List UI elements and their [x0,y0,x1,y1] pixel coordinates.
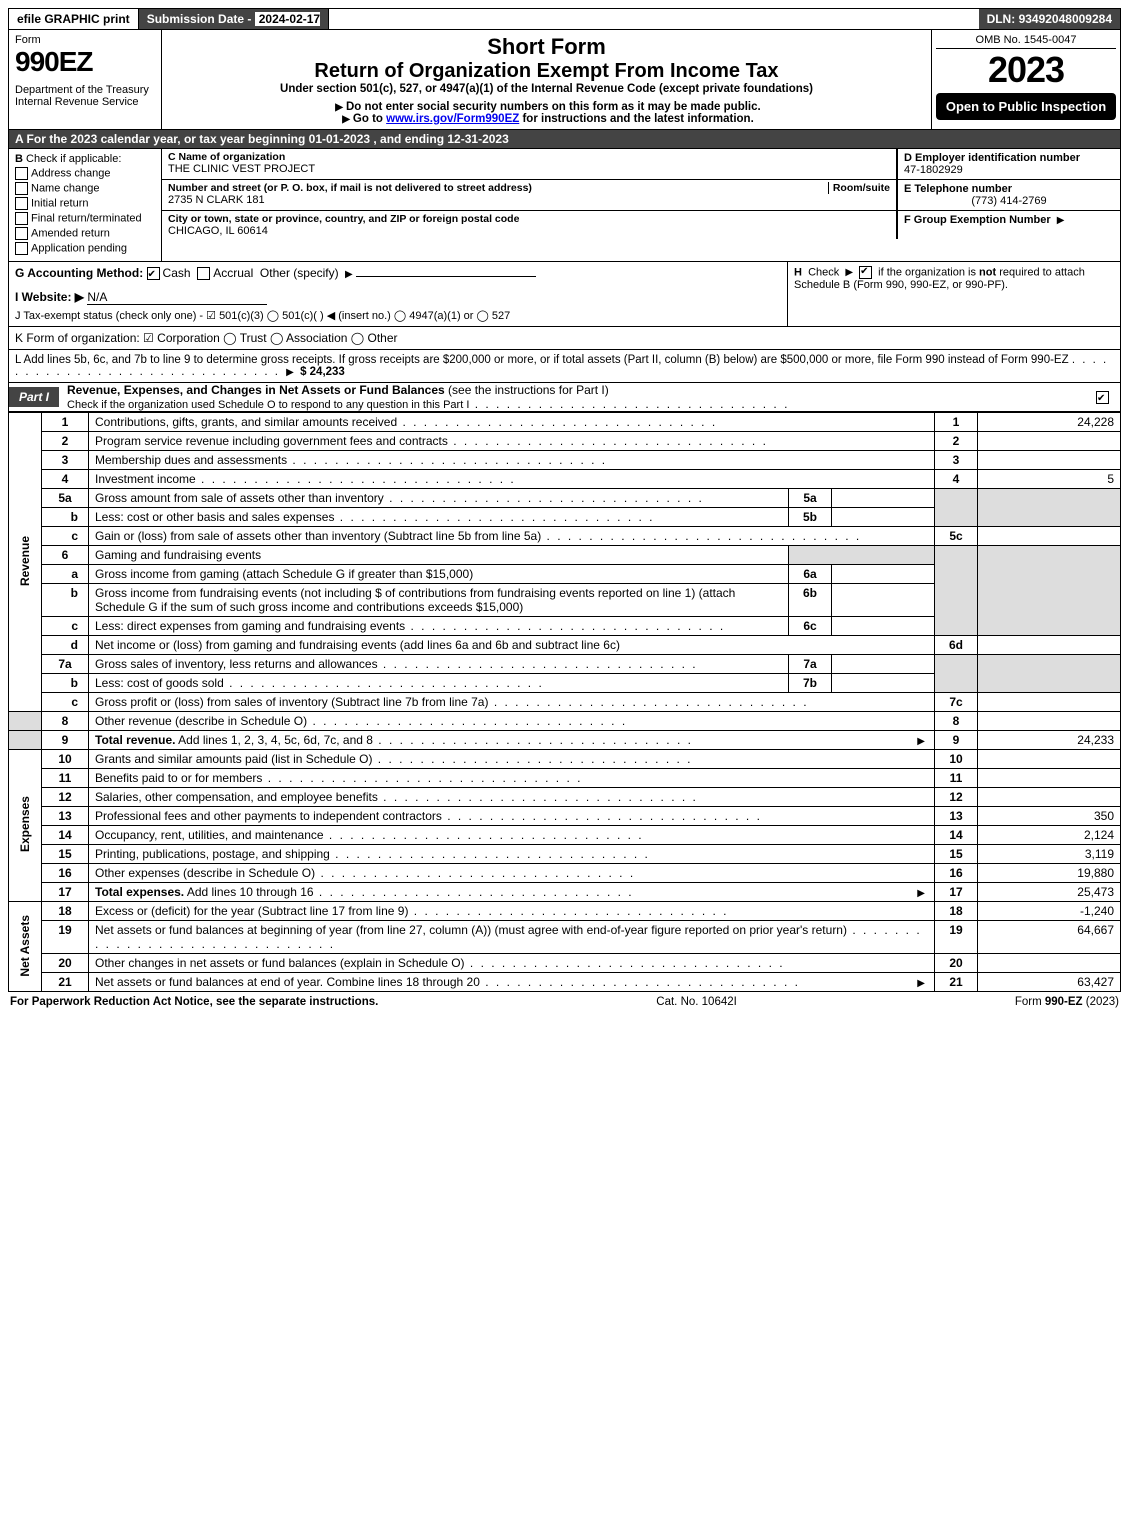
box-f: F Group Exemption Number [897,211,1120,239]
form-label: Form [15,34,155,46]
header-right: OMB No. 1545-0047 2023 Open to Public In… [931,30,1120,129]
dept-irs: Internal Revenue Service [15,96,155,108]
part-i-header: Part I Revenue, Expenses, and Changes in… [8,383,1121,412]
line-17-val: 25,473 [978,883,1121,902]
dln-value: 93492048009284 [1019,12,1112,26]
form-number: 990EZ [15,46,155,78]
part-i-title: Revenue, Expenses, and Changes in Net As… [59,383,789,411]
submission-date: 2024-02-17 [255,12,320,26]
line-1-val: 24,228 [978,413,1121,432]
row-k: K Form of organization: ☑ Corporation ◯ … [8,327,1121,350]
box-cdef: C Name of organization THE CLINIC VEST P… [162,149,1120,261]
omb-number: OMB No. 1545-0047 [936,34,1116,49]
box-e: E Telephone number (773) 414-2769 [897,180,1120,211]
check-final-return[interactable]: Final return/terminated [15,212,155,225]
line-16-val: 19,880 [978,864,1121,883]
footer-left: For Paperwork Reduction Act Notice, see … [10,996,378,1008]
page-footer: For Paperwork Reduction Act Notice, see … [8,992,1121,1012]
check-application-pending[interactable]: Application pending [15,242,155,255]
row-gh: G Accounting Method: Cash Accrual Other … [8,262,1121,327]
line-15-val: 3,119 [978,845,1121,864]
org-city: CHICAGO, IL 60614 [168,225,268,237]
header-center: Short Form Return of Organization Exempt… [162,30,931,129]
header-left: Form 990EZ Department of the Treasury In… [9,30,162,129]
part-i-check[interactable] [1096,390,1120,404]
efile-label: efile GRAPHIC print [9,9,138,29]
line-4-val: 5 [978,470,1121,489]
form-header: Form 990EZ Department of the Treasury In… [8,30,1121,130]
website-value: N/A [87,290,267,305]
org-name: THE CLINIC VEST PROJECT [168,163,315,175]
line-18-val: -1,240 [978,902,1121,921]
line-1-num: 1 [42,413,89,432]
form-subtitle: Under section 501(c), 527, or 4947(a)(1)… [168,83,925,95]
row-i-label: I Website: ▶ [15,290,84,304]
check-initial-return[interactable]: Initial return [15,197,155,210]
box-c-name: C Name of organization THE CLINIC VEST P… [162,149,897,180]
top-bar: efile GRAPHIC print Submission Date - 20… [8,8,1121,30]
open-to-public: Open to Public Inspection [936,93,1116,120]
netassets-rotated-label: Net Assets [9,902,42,992]
part-i-table: Revenue 1 Contributions, gifts, grants, … [8,412,1121,992]
dept-treasury: Department of the Treasury [15,84,155,96]
box-c-city: City or town, state or province, country… [162,211,897,239]
part-i-tab: Part I [9,387,59,407]
line-9-val: 24,233 [978,731,1121,750]
check-name-change[interactable]: Name change [15,182,155,195]
box-d: D Employer identification number 47-1802… [897,149,1120,180]
ein-value: 47-1802929 [904,164,963,176]
tax-year: 2023 [936,49,1116,91]
line-1-desc: Contributions, gifts, grants, and simila… [89,413,935,432]
expenses-rotated-label: Expenses [9,750,42,902]
box-c-address: Number and street (or P. O. box, if mail… [162,180,897,211]
check-accrual[interactable] [197,267,210,280]
box-b: B Check if applicable: Address change Na… [9,149,162,261]
short-form-label: Short Form [168,34,925,60]
line-2-num: 2 [42,432,89,451]
form-title: Return of Organization Exempt From Incom… [168,60,925,83]
line-1-ref: 1 [935,413,978,432]
check-amended-return[interactable]: Amended return [15,227,155,240]
section-a: A For the 2023 calendar year, or tax yea… [8,130,1121,149]
org-address: 2735 N CLARK 181 [168,194,265,206]
box-b-subtitle: Check if applicable: [26,153,121,165]
row-l: L Add lines 5b, 6c, and 7b to line 9 to … [8,350,1121,383]
irs-link[interactable]: www.irs.gov/Form990EZ [386,113,519,125]
gross-receipts: $ 24,233 [300,366,345,378]
box-b-label: B [15,153,23,165]
box-bcdef: B Check if applicable: Address change Na… [8,149,1121,262]
check-address-change[interactable]: Address change [15,167,155,180]
submission-label: Submission Date - [147,12,255,26]
check-cash[interactable] [147,267,160,280]
form-note2: Go to www.irs.gov/Form990EZ for instruct… [168,113,925,125]
footer-catalog: Cat. No. 10642I [378,996,1015,1008]
line-13-val: 350 [978,807,1121,826]
row-h: H Check if the organization is not requi… [787,262,1120,326]
dln-block: DLN: 93492048009284 [979,9,1120,29]
line-14-val: 2,124 [978,826,1121,845]
revenue-rotated-label: Revenue [9,413,42,712]
telephone-value: (773) 414-2769 [904,195,1114,207]
line-2-desc: Program service revenue including govern… [89,432,935,451]
row-j: J Tax-exempt status (check only one) - ☑… [15,309,781,322]
footer-form-ref: Form 990-EZ (2023) [1015,996,1119,1008]
row-g: G Accounting Method: Cash Accrual Other … [9,262,787,326]
submission-date-block: Submission Date - 2024-02-17 [138,9,329,29]
dln-label: DLN: [987,12,1019,26]
line-19-val: 64,667 [978,921,1121,954]
line-21-val: 63,427 [978,973,1121,992]
form-note1: Do not enter social security numbers on … [168,101,925,113]
check-schedule-b[interactable] [859,266,872,279]
